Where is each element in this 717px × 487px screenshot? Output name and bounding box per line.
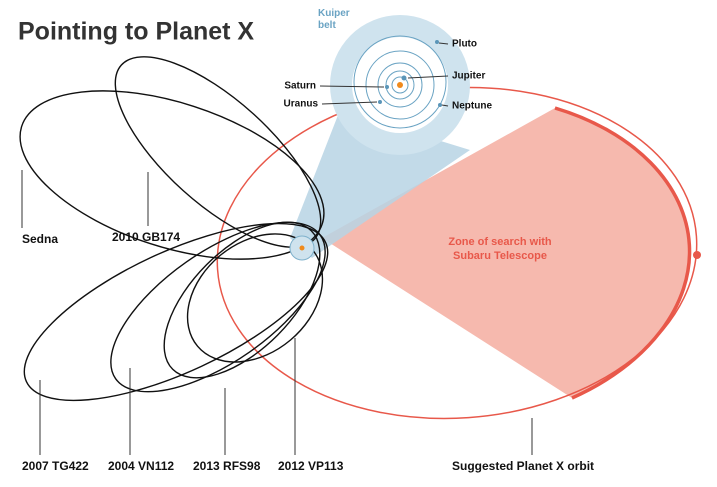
orbit: [19, 90, 325, 260]
planet: [438, 103, 442, 107]
planet-orbit: [353, 35, 447, 129]
title: Pointing to Planet X: [18, 18, 254, 46]
object-label: 2004 VN112: [108, 459, 174, 473]
planet-orbit: [377, 62, 423, 108]
leader: [407, 75, 449, 79]
leader: [441, 104, 449, 107]
planet-x: [693, 251, 701, 259]
object-label: 2013 RFS98: [193, 459, 261, 473]
orbit: [110, 221, 326, 393]
object-label: 2012 VP113: [278, 459, 344, 473]
search-zone-label: Zone of search with Subaru Telescope: [448, 236, 552, 262]
object-label: 2010 GB174: [112, 230, 180, 244]
planet-label: Uranus: [284, 99, 319, 110]
planet-label: Saturn: [284, 81, 316, 92]
planet-x-orbit-arc: [554, 106, 692, 400]
planet-orbit: [391, 76, 409, 94]
planet: [401, 75, 407, 81]
planet-label: Neptune: [452, 101, 492, 112]
planet: [378, 100, 382, 104]
object-label: Sedna: [22, 232, 58, 246]
orbit: [163, 221, 321, 379]
planet-x-label: Suggested Planet X orbit: [452, 459, 594, 473]
planet: [385, 85, 389, 89]
leader: [319, 85, 385, 88]
search-zone: [322, 108, 690, 398]
planet-label: Jupiter: [452, 71, 485, 82]
sun: [299, 245, 305, 251]
planet-orbit: [385, 70, 415, 100]
planet: [435, 40, 439, 44]
leader: [438, 42, 449, 45]
planet-orbit: [365, 50, 435, 120]
kuiper-label: Kuiper belt: [318, 8, 350, 31]
leader: [321, 101, 378, 105]
orbit: [114, 56, 322, 248]
sun: [397, 82, 403, 88]
planet-label: Pluto: [452, 39, 477, 50]
object-label: 2007 TG422: [22, 459, 89, 473]
orbit: [23, 222, 329, 402]
